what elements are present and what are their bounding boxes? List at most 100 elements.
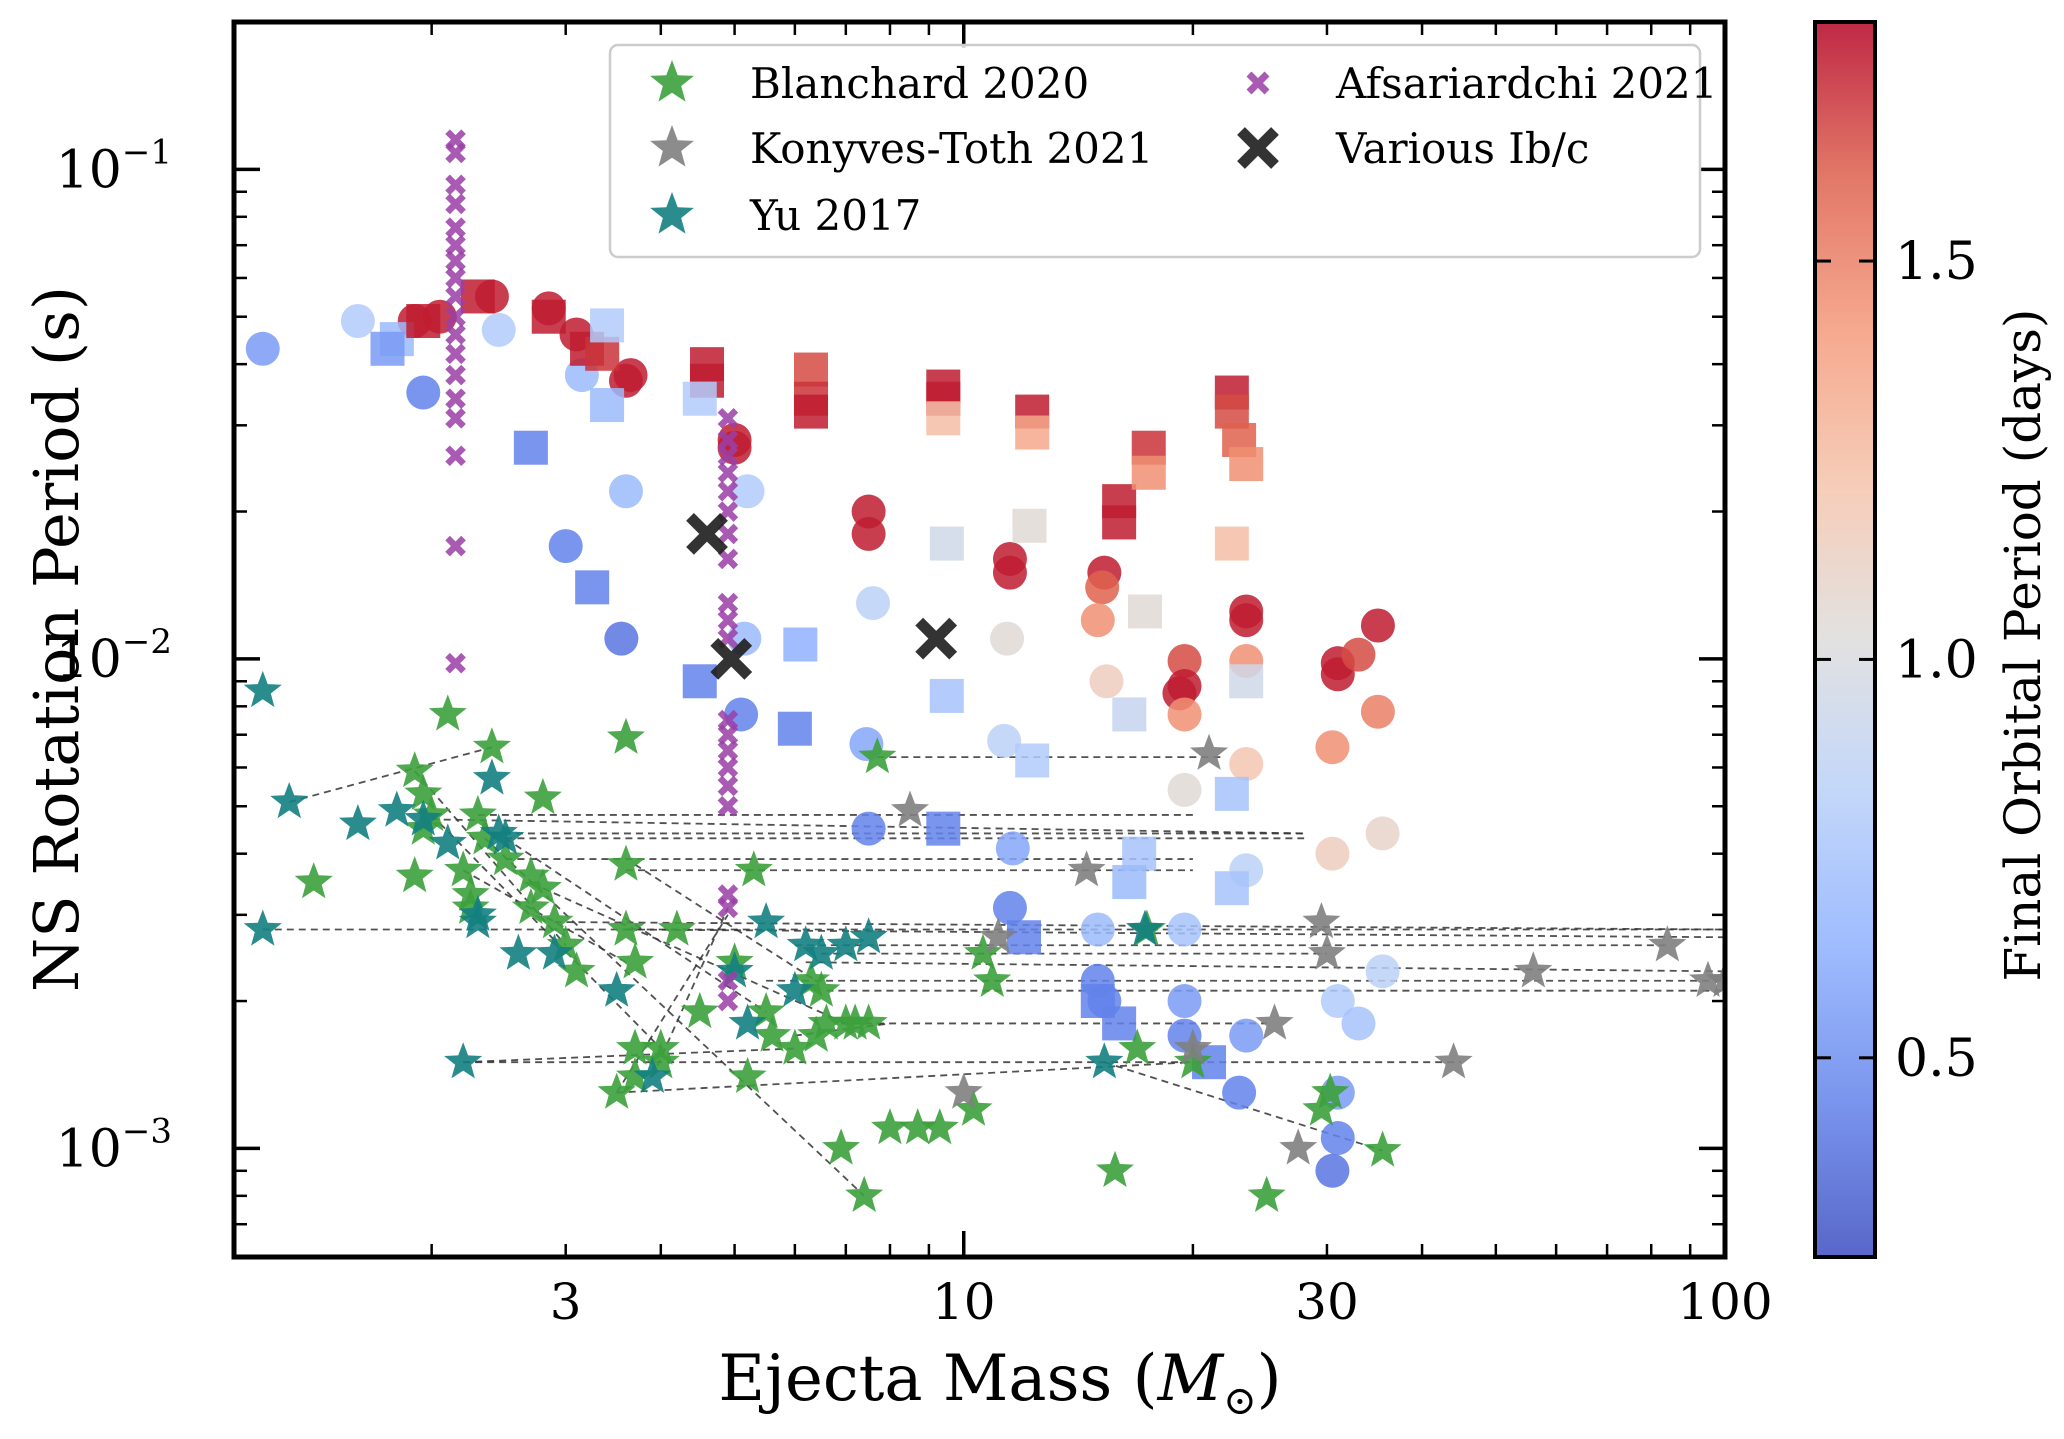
x-axis-label-close: ) bbox=[1257, 1342, 1282, 1416]
star-point bbox=[826, 925, 865, 962]
x-point bbox=[445, 142, 466, 164]
x-tick-label: 3 bbox=[550, 1273, 582, 1331]
model-square-point bbox=[1015, 415, 1050, 450]
x-point bbox=[445, 445, 466, 467]
star-point bbox=[404, 773, 443, 810]
y-tick-label-exponent: −2 bbox=[122, 622, 172, 662]
y-tick-label-base: 10 bbox=[56, 1119, 122, 1179]
model-circle-point bbox=[1360, 608, 1395, 643]
model-circle-point bbox=[1167, 984, 1202, 1019]
star-point bbox=[858, 737, 897, 774]
star-point bbox=[1247, 1175, 1286, 1212]
star-point bbox=[616, 1056, 655, 1093]
star-point bbox=[1311, 1072, 1350, 1109]
star-point bbox=[641, 1042, 680, 1079]
model-square-point bbox=[1131, 455, 1166, 490]
star-point bbox=[499, 933, 538, 970]
model-circle-point bbox=[992, 890, 1027, 925]
model-circle-point bbox=[987, 723, 1022, 758]
model-circle-point bbox=[1315, 730, 1350, 765]
model-square-point bbox=[406, 304, 441, 339]
legend-label: Yu 2017 bbox=[749, 191, 921, 240]
star-point bbox=[597, 970, 636, 1007]
model-square-point bbox=[1102, 505, 1137, 540]
colorbar: 0.5 1.0 1.5 bbox=[1813, 20, 1978, 1259]
model-square-point bbox=[590, 388, 625, 423]
star-point bbox=[849, 1003, 888, 1040]
star-point bbox=[775, 1028, 814, 1065]
dashed-link bbox=[615, 914, 729, 1094]
model-circle-point bbox=[481, 312, 516, 347]
star-point bbox=[546, 925, 585, 962]
star-point bbox=[428, 694, 467, 731]
colorbar-tick-label: 1.0 bbox=[1895, 630, 1978, 690]
x-point bbox=[445, 217, 466, 239]
legend-star-icon bbox=[650, 60, 694, 102]
star-point bbox=[1125, 909, 1164, 946]
model-circle-point bbox=[1089, 664, 1124, 699]
star-point bbox=[1067, 850, 1106, 887]
legend-bigx-icon bbox=[1237, 127, 1279, 169]
y-tick-label-base: 10 bbox=[56, 140, 122, 200]
star-point bbox=[1096, 1150, 1134, 1187]
star-point bbox=[1514, 951, 1553, 988]
model-square-point bbox=[926, 401, 961, 436]
x-point bbox=[717, 429, 739, 451]
model-square-point bbox=[926, 811, 961, 846]
x-tick-label: 10 bbox=[932, 1273, 996, 1331]
y-axis-label: NS Rotation Period (s) bbox=[20, 286, 93, 992]
star-point bbox=[616, 942, 655, 979]
model-circle-point bbox=[995, 831, 1030, 866]
star-point bbox=[849, 917, 888, 954]
model-square-point bbox=[1007, 920, 1042, 955]
x-point bbox=[445, 324, 466, 345]
model-circle-point bbox=[1085, 570, 1120, 605]
star-point bbox=[920, 1108, 959, 1145]
x-point bbox=[445, 408, 466, 429]
star-point bbox=[1307, 933, 1346, 970]
model-square-point bbox=[929, 526, 964, 561]
legend-label: Konyves-Toth 2021 bbox=[750, 124, 1153, 173]
model-square-point bbox=[1229, 664, 1264, 699]
x-tick-label: 100 bbox=[1677, 1273, 1772, 1331]
model-square-point bbox=[1102, 1006, 1137, 1041]
star-point bbox=[1085, 1042, 1124, 1079]
star-point bbox=[1190, 733, 1229, 770]
legend-entry: Blanchard 2020 bbox=[650, 59, 1089, 108]
x-point bbox=[717, 523, 739, 545]
x-point bbox=[717, 795, 739, 817]
star-point bbox=[1706, 960, 1725, 997]
star-point bbox=[657, 909, 696, 946]
star-point bbox=[728, 1003, 767, 1040]
model-square-point bbox=[585, 336, 620, 371]
colorbar-tick-label: 1.5 bbox=[1895, 232, 1978, 292]
star-point bbox=[802, 970, 841, 1007]
star-point bbox=[786, 925, 825, 962]
x-point bbox=[445, 306, 466, 328]
model-circle-point bbox=[608, 474, 643, 509]
x-point bbox=[445, 535, 466, 557]
star-point bbox=[1173, 1042, 1212, 1079]
model-circle-point bbox=[1080, 603, 1115, 638]
star-point bbox=[451, 887, 490, 924]
star-point bbox=[944, 1072, 983, 1109]
legend-label: Various Ib/c bbox=[1335, 124, 1589, 173]
model-square-point bbox=[1112, 865, 1147, 900]
x-point bbox=[445, 652, 466, 674]
x-point bbox=[717, 757, 739, 778]
model-square-point bbox=[1122, 836, 1157, 871]
star-point bbox=[444, 1042, 483, 1079]
model-circle-point bbox=[1080, 912, 1115, 947]
star-point bbox=[807, 1003, 846, 1040]
model-circle-point bbox=[1315, 836, 1350, 871]
model-square-point bbox=[575, 570, 610, 605]
x-point bbox=[445, 267, 466, 289]
star-point bbox=[377, 790, 416, 827]
colorbar-frame bbox=[1813, 20, 1877, 1259]
model-square-point bbox=[1214, 526, 1249, 561]
model-square-point bbox=[682, 381, 717, 416]
x-point bbox=[445, 193, 466, 215]
model-square-point bbox=[1214, 871, 1249, 906]
model-circle-point bbox=[1320, 1121, 1355, 1156]
